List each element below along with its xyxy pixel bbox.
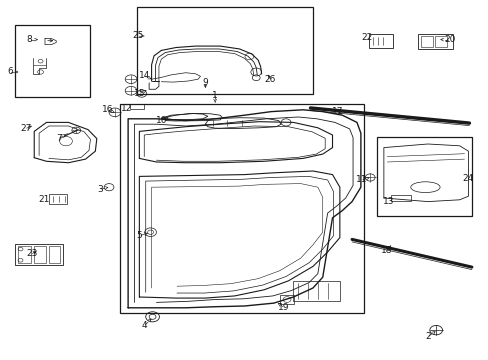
Text: 4: 4 xyxy=(141,321,147,330)
Text: 15: 15 xyxy=(133,89,145,98)
Text: 12: 12 xyxy=(120,104,132,112)
Bar xyxy=(417,34,452,49)
Text: 23: 23 xyxy=(26,249,38,258)
Text: 24: 24 xyxy=(462,174,473,183)
Bar xyxy=(49,194,67,204)
Text: 22: 22 xyxy=(360,33,372,42)
Text: 16: 16 xyxy=(102,105,113,114)
Text: 8: 8 xyxy=(26,35,32,44)
Bar xyxy=(279,295,294,304)
Bar xyxy=(390,195,410,201)
Text: 5: 5 xyxy=(136,231,142,240)
Bar xyxy=(293,281,339,301)
Bar xyxy=(420,36,432,47)
Bar xyxy=(137,7,312,94)
Text: 19: 19 xyxy=(277,302,289,312)
Bar xyxy=(15,25,90,97)
Text: 13: 13 xyxy=(382,197,394,206)
Bar xyxy=(49,246,60,263)
Text: 21: 21 xyxy=(38,195,50,204)
Text: 7: 7 xyxy=(56,134,61,143)
Text: 26: 26 xyxy=(264,75,276,84)
Text: 1: 1 xyxy=(212,91,218,100)
Bar xyxy=(129,104,144,109)
Bar xyxy=(18,246,31,263)
Text: 25: 25 xyxy=(132,31,143,40)
Text: 3: 3 xyxy=(97,184,103,194)
Bar xyxy=(120,104,364,313)
Bar xyxy=(376,137,471,216)
Text: 14: 14 xyxy=(138,71,150,80)
Bar xyxy=(368,34,392,48)
Text: 10: 10 xyxy=(155,116,167,125)
Text: 11: 11 xyxy=(355,175,367,184)
Text: 9: 9 xyxy=(202,78,208,87)
Bar xyxy=(434,36,447,47)
Text: 17: 17 xyxy=(331,107,343,116)
Text: 20: 20 xyxy=(443,35,455,44)
Text: 27: 27 xyxy=(20,124,32,133)
Text: 18: 18 xyxy=(380,246,391,255)
Text: 2: 2 xyxy=(424,332,430,341)
Bar xyxy=(15,244,62,265)
Bar xyxy=(34,246,46,263)
Text: 6: 6 xyxy=(7,68,13,77)
